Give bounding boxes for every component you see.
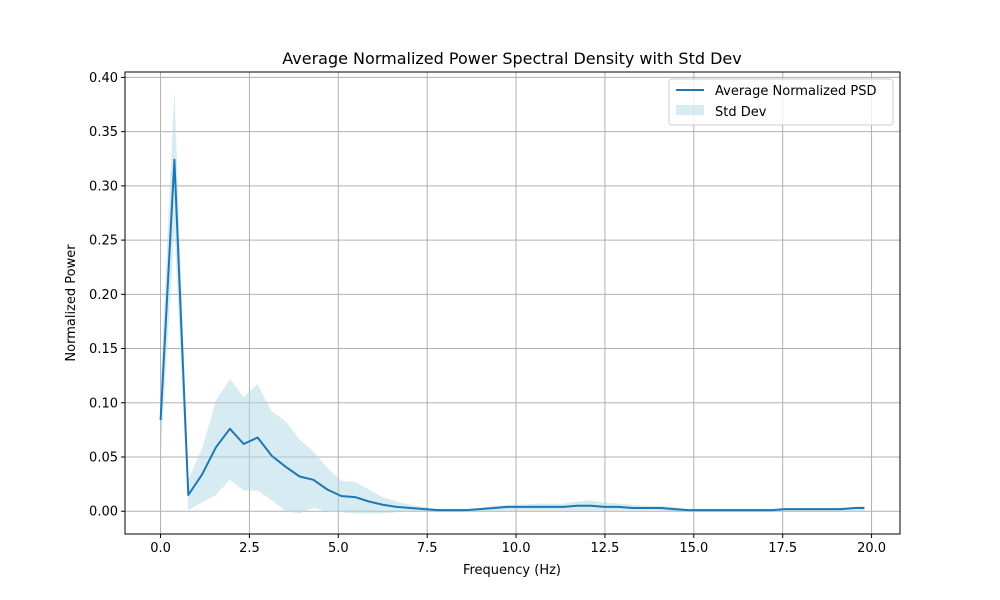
- y-tick-label: 0.40: [89, 71, 118, 86]
- x-tick-label: 0.0: [150, 541, 171, 556]
- y-tick-label: 0.00: [89, 505, 118, 520]
- y-tick-label: 0.20: [89, 288, 118, 303]
- y-axis-label: Normalized Power: [64, 244, 79, 362]
- legend: Average Normalized PSD Std Dev: [668, 78, 894, 126]
- legend-band-swatch: [676, 105, 704, 115]
- psd-series: [159, 158, 865, 512]
- x-tick-label: 20.0: [857, 541, 886, 556]
- legend-label-psd: Average Normalized PSD: [715, 84, 876, 99]
- plot-frame: [124, 71, 901, 535]
- x-axis-ticks: 0.0 2.5 5.0 7.5 10.0 12.5 15.0 17.5 20.0: [150, 534, 886, 556]
- y-axis-ticks: 0.00 0.05 0.10 0.15 0.20 0.25 0.30 0.35 0.40: [89, 71, 125, 520]
- chart-title: Average Normalized Power Spectral Densit…: [282, 49, 741, 68]
- y-tick-label: 0.15: [89, 342, 118, 357]
- x-tick-label: 2.5: [239, 541, 260, 556]
- x-tick-label: 7.5: [417, 541, 438, 556]
- y-tick-label: 0.05: [89, 451, 118, 466]
- std-dev-band: [160, 90, 865, 514]
- x-tick-label: 5.0: [328, 541, 349, 556]
- y-tick-label: 0.10: [89, 396, 118, 411]
- x-axis-label: Frequency (Hz): [463, 563, 561, 578]
- average-psd-line: [159, 158, 865, 512]
- std-dev-area: [160, 90, 865, 514]
- legend-label-std-dev: Std Dev: [715, 105, 767, 120]
- y-tick-label: 0.25: [89, 234, 118, 249]
- y-tick-label: 0.30: [89, 179, 118, 194]
- x-tick-label: 17.5: [768, 541, 797, 556]
- x-tick-label: 12.5: [590, 541, 619, 556]
- x-tick-label: 10.0: [502, 541, 531, 556]
- y-tick-label: 0.35: [89, 125, 118, 140]
- legend-box: [668, 78, 894, 126]
- grid: [125, 72, 900, 534]
- x-tick-label: 15.0: [679, 541, 708, 556]
